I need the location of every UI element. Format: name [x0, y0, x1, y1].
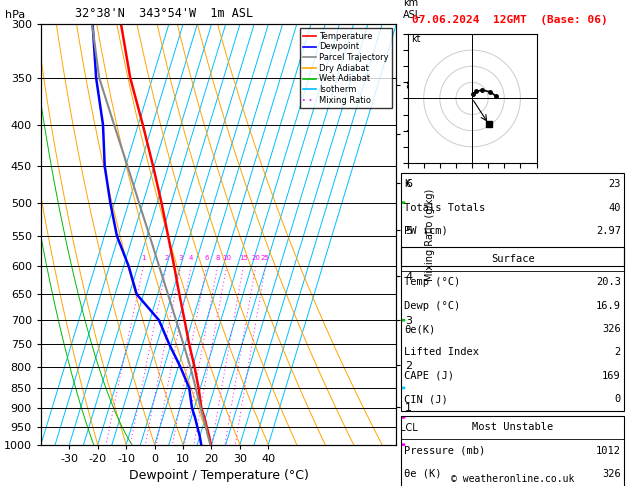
Text: 2: 2: [164, 255, 169, 261]
Text: Totals Totals: Totals Totals: [404, 203, 486, 212]
X-axis label: Dewpoint / Temperature (°C): Dewpoint / Temperature (°C): [129, 469, 308, 482]
Text: 1012: 1012: [596, 446, 621, 455]
Legend: Temperature, Dewpoint, Parcel Trajectory, Dry Adiabat, Wet Adiabat, Isotherm, Mi: Temperature, Dewpoint, Parcel Trajectory…: [300, 29, 392, 108]
Text: 4: 4: [189, 255, 193, 261]
Text: 20: 20: [251, 255, 260, 261]
Text: 15: 15: [239, 255, 248, 261]
Text: 6: 6: [204, 255, 209, 261]
Text: 16.9: 16.9: [596, 301, 621, 311]
Text: 2: 2: [615, 347, 621, 357]
Text: 326: 326: [602, 469, 621, 479]
Text: 20.3: 20.3: [596, 278, 621, 287]
Text: CAPE (J): CAPE (J): [404, 371, 454, 381]
Text: 1: 1: [141, 255, 145, 261]
Text: hPa: hPa: [6, 10, 26, 20]
Text: PW (cm): PW (cm): [404, 226, 448, 236]
Text: 23: 23: [608, 179, 621, 189]
Text: Temp (°C): Temp (°C): [404, 278, 460, 287]
Text: Surface: Surface: [491, 254, 535, 264]
Text: 32°38'N  343°54'W  1m ASL: 32°38'N 343°54'W 1m ASL: [75, 7, 253, 20]
Text: 0: 0: [615, 394, 621, 404]
Text: Mixing Ratio (g/kg): Mixing Ratio (g/kg): [425, 189, 435, 280]
Text: 326: 326: [602, 324, 621, 334]
Text: 40: 40: [608, 203, 621, 212]
Text: 169: 169: [602, 371, 621, 381]
Text: 3: 3: [179, 255, 183, 261]
Text: © weatheronline.co.uk: © weatheronline.co.uk: [451, 473, 574, 484]
Text: 25: 25: [261, 255, 270, 261]
Text: CIN (J): CIN (J): [404, 394, 448, 404]
Text: 8: 8: [215, 255, 220, 261]
Text: 10: 10: [222, 255, 231, 261]
Text: θe (K): θe (K): [404, 469, 442, 479]
Text: Lifted Index: Lifted Index: [404, 347, 479, 357]
Text: Most Unstable: Most Unstable: [472, 422, 554, 432]
Text: LCL: LCL: [401, 423, 418, 433]
Text: K: K: [404, 179, 411, 189]
Text: 2.97: 2.97: [596, 226, 621, 236]
Text: θe(K): θe(K): [404, 324, 436, 334]
Text: Pressure (mb): Pressure (mb): [404, 446, 486, 455]
Text: Dewp (°C): Dewp (°C): [404, 301, 460, 311]
Text: 07.06.2024  12GMT  (Base: 06): 07.06.2024 12GMT (Base: 06): [412, 15, 608, 25]
Text: km
ASL: km ASL: [403, 0, 421, 20]
Text: kt: kt: [411, 34, 420, 44]
